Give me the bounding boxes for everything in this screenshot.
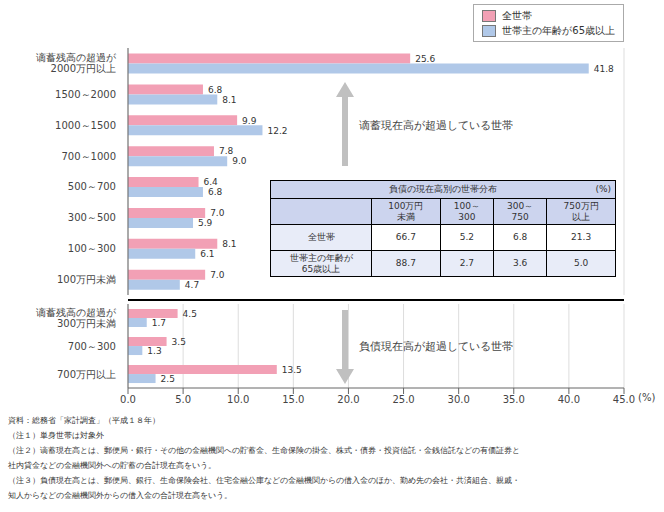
- svg-text:2.5: 2.5: [161, 374, 175, 384]
- html-text:2.7: 2.7: [459, 258, 474, 268]
- svg-text:9.9: 9.9: [242, 116, 257, 126]
- html-text:66.7: 66.7: [395, 232, 416, 242]
- svg-text:500～700: 500～700: [68, 181, 116, 192]
- html-text:社内貸金などの金融機関外への貯蓄の合計現在高をいう。: 社内貸金などの金融機関外への貯蓄の合計現在高をいう。: [8, 461, 216, 470]
- html-text:（注３）負債現在高とは、郵便局、銀行、生命保険会社、住宅金融: （注３）負債現在高とは、郵便局、銀行、生命保険会社、住宅金融公庫などの金融機関か…: [8, 476, 520, 485]
- html-text:負債現在高が超過している世帯: 負債現在高が超過している世帯: [359, 340, 513, 353]
- svg-text:12.2: 12.2: [267, 126, 287, 136]
- html-text:100～ 300: 100～ 300: [453, 200, 480, 222]
- svg-text:4.7: 4.7: [185, 280, 199, 290]
- html-text:世帯主の年齢が65歳以上: 世帯主の年齢が65歳以上: [502, 24, 615, 36]
- svg-text:8.1: 8.1: [222, 239, 236, 249]
- html-text:（注２）谪蓄現在高とは、郵便局・銀行・その他の金融機関への貯: （注２）谪蓄現在高とは、郵便局・銀行・その他の金融機関への貯蓄金、生命保険の掛金…: [8, 446, 520, 455]
- svg-text:6.4: 6.4: [204, 177, 219, 187]
- svg-text:13.5: 13.5: [282, 365, 302, 375]
- svg-text:1.3: 1.3: [147, 346, 161, 356]
- html-text:負債の現在高別の世帯分布: 負債の現在高別の世帯分布: [389, 184, 497, 194]
- svg-text:6.8: 6.8: [208, 187, 223, 197]
- svg-text:35.0: 35.0: [503, 394, 525, 405]
- svg-text:25.0: 25.0: [392, 394, 414, 405]
- svg-text:45.0: 45.0: [613, 394, 635, 405]
- html-text:世帯主の年齢が 65歳以上: 世帯主の年齢が 65歳以上: [289, 252, 353, 274]
- html-text:3.6: 3.6: [513, 258, 528, 268]
- html-text:750万円 以上: 750万円 以上: [563, 200, 599, 222]
- svg-text:10.0: 10.0: [227, 394, 249, 405]
- html-text:全世帯: 全世帯: [502, 9, 533, 21]
- svg-text:40.0: 40.0: [558, 394, 580, 405]
- html-text:100万円 未満: 100万円 未満: [388, 200, 424, 222]
- svg-text:100万円未満: 100万円未満: [57, 274, 116, 285]
- svg-text:1000～1500: 1000～1500: [55, 120, 116, 131]
- html-text:知人からなどの金融機関外からの借入金の合計現在高をいう。: 知人からなどの金融機関外からの借入金の合計現在高をいう。: [8, 491, 232, 500]
- svg-text:7.8: 7.8: [219, 146, 234, 156]
- svg-text:6.8: 6.8: [208, 85, 223, 95]
- html-text:21.3: 21.3: [571, 232, 592, 242]
- svg-text:7.0: 7.0: [210, 208, 225, 218]
- svg-text:7.0: 7.0: [210, 270, 225, 280]
- html-text:6.8: 6.8: [513, 232, 528, 242]
- svg-text:5.0: 5.0: [175, 394, 191, 405]
- svg-text:8.1: 8.1: [222, 95, 236, 105]
- svg-text:9.0: 9.0: [232, 156, 247, 166]
- svg-text:谪蓄残高の超過が300万円未満: 谪蓄残高の超過が300万円未満: [36, 307, 117, 329]
- svg-text:700～1000: 700～1000: [61, 151, 116, 162]
- svg-text:1.7: 1.7: [152, 318, 166, 328]
- html-text:300～ 750: 300～ 750: [507, 200, 534, 222]
- html-text:5.0: 5.0: [574, 258, 589, 268]
- svg-text:100～300: 100～300: [68, 243, 116, 254]
- svg-text:6.1: 6.1: [200, 249, 214, 259]
- svg-text:谪蓄残高の超過が2000万円以上: 谪蓄残高の超過が2000万円以上: [36, 52, 117, 74]
- html-text:全世帯: 全世帯: [307, 232, 335, 242]
- svg-text:700万円以上: 700万円以上: [57, 369, 116, 380]
- svg-text:1500～2000: 1500～2000: [55, 89, 116, 100]
- svg-text:300～500: 300～500: [68, 212, 116, 223]
- svg-text:25.6: 25.6: [415, 54, 435, 64]
- html-text:谪蓄現在高が超過している世帯: 谪蓄現在高が超過している世帯: [359, 119, 513, 132]
- svg-text:41.8: 41.8: [594, 64, 614, 74]
- svg-text:3.5: 3.5: [172, 337, 186, 347]
- html-text:5.2: 5.2: [459, 232, 474, 242]
- html-text:88.7: 88.7: [395, 258, 416, 268]
- svg-text:4.5: 4.5: [183, 309, 197, 319]
- svg-text:15.0: 15.0: [282, 394, 304, 405]
- svg-text:5.9: 5.9: [198, 218, 213, 228]
- html-text:資料：総務省「家計調査」（平成１８年）: 資料：総務省「家計調査」（平成１８年）: [8, 416, 160, 425]
- svg-text:20.0: 20.0: [337, 394, 359, 405]
- svg-text:30.0: 30.0: [448, 394, 470, 405]
- svg-text:700～300: 700～300: [68, 341, 116, 352]
- html-text:（注１）単身世帯は対象外: （注１）単身世帯は対象外: [8, 431, 104, 440]
- svg-text:0.0: 0.0: [120, 394, 136, 405]
